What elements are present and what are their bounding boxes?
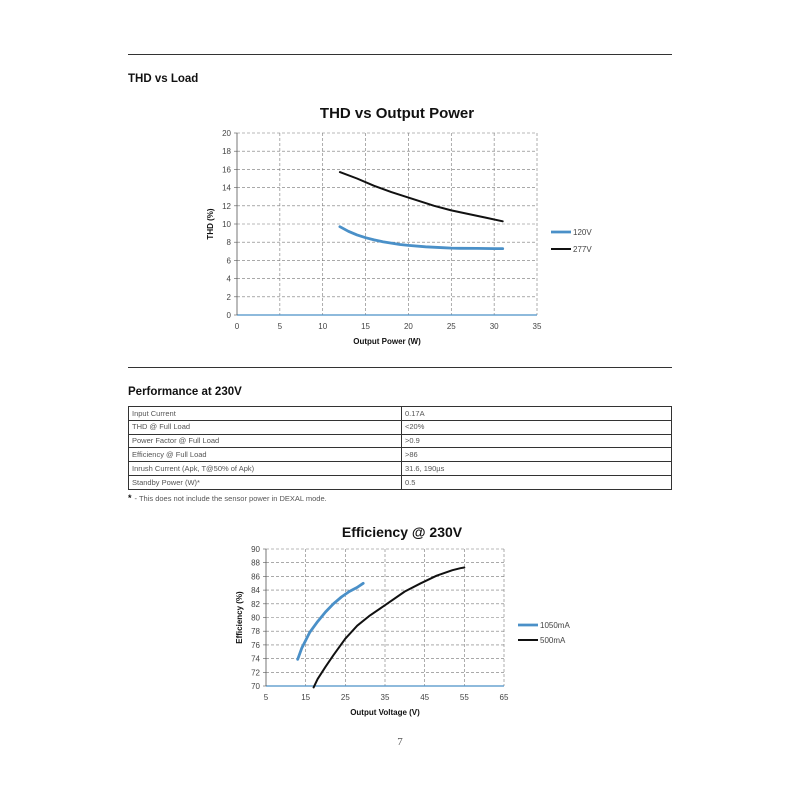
x-axis-label: Output Power (W)	[353, 337, 421, 346]
y-tick-label: 16	[222, 165, 231, 174]
page-number: 7	[397, 736, 403, 748]
legend-label: 500mA	[540, 636, 566, 645]
series-line-1050mA	[296, 581, 365, 661]
y-tick-label: 8	[227, 238, 232, 247]
legend-label: 120V	[573, 228, 592, 237]
x-tick-label: 35	[381, 693, 390, 702]
x-tick-label: 25	[447, 322, 456, 331]
y-tick-label: 0	[227, 311, 232, 320]
x-tick-label: 5	[278, 322, 283, 331]
y-tick-label: 72	[251, 668, 260, 677]
x-tick-label: 10	[318, 322, 327, 331]
y-tick-label: 86	[251, 572, 260, 581]
y-tick-label: 84	[251, 586, 260, 595]
y-tick-label: 78	[251, 627, 260, 636]
y-axis-label: Efficiency (%)	[235, 591, 244, 644]
x-tick-label: 5	[264, 693, 269, 702]
y-tick-label: 14	[222, 184, 231, 193]
y-tick-label: 80	[251, 614, 260, 623]
y-tick-label: 12	[222, 202, 231, 211]
top-rule	[128, 54, 672, 55]
x-tick-label: 35	[533, 322, 542, 331]
thd-section-heading: THD vs Load	[128, 73, 199, 85]
y-tick-label: 88	[251, 559, 260, 568]
x-tick-label: 45	[420, 693, 429, 702]
y-tick-label: 10	[222, 220, 231, 229]
table-row: THD @ Full Load <20%	[128, 419, 672, 435]
x-tick-label: 20	[404, 322, 413, 331]
legend-label: 1050mA	[540, 621, 570, 630]
x-tick-label: 15	[361, 322, 370, 331]
y-tick-label: 2	[227, 293, 232, 302]
performance-table: Input Current 0.17A THD @ Full Load <20% Pow…	[128, 406, 672, 490]
table-row: Inrush Current (Apk, T@50% of Apk) 31.6, …	[128, 461, 672, 476]
footnote-text: - This does not include the sensor power…	[134, 494, 327, 503]
x-axis-label: Output Voltage (V)	[350, 708, 420, 717]
series-line-277V	[338, 171, 504, 223]
y-tick-label: 4	[227, 275, 232, 284]
x-tick-label: 55	[460, 693, 469, 702]
middle-rule	[128, 367, 672, 368]
y-tick-label: 18	[222, 147, 231, 156]
y-tick-label: 90	[251, 545, 260, 554]
y-tick-label: 70	[251, 682, 260, 691]
chart-title: Efficiency @ 230V	[342, 524, 463, 540]
legend-label: 277V	[573, 245, 592, 254]
x-tick-label: 30	[490, 322, 499, 331]
series-line-120V	[338, 225, 505, 251]
x-tick-label: 25	[341, 693, 350, 702]
x-tick-label: 0	[235, 322, 240, 331]
footnote: * - This does not include the sensor powe…	[128, 493, 327, 503]
y-tick-label: 76	[251, 641, 260, 650]
table-row: Standby Power (W)* 0.5	[128, 474, 672, 490]
footnote-marker: *	[128, 493, 132, 503]
y-tick-label: 74	[251, 655, 260, 664]
performance-section-heading: Performance at 230V	[128, 386, 242, 398]
x-tick-label: 65	[500, 693, 509, 702]
chart-title: THD vs Output Power	[320, 105, 474, 122]
y-tick-label: 6	[227, 256, 232, 265]
y-axis-label: THD (%)	[206, 208, 215, 239]
table-cell-value: 0.5	[401, 474, 672, 490]
series-line-500mA	[312, 566, 466, 689]
x-tick-label: 15	[301, 693, 310, 702]
y-tick-label: 20	[222, 129, 231, 138]
table-cell-parameter: Standby Power (W)*	[128, 474, 402, 490]
y-tick-label: 82	[251, 600, 260, 609]
